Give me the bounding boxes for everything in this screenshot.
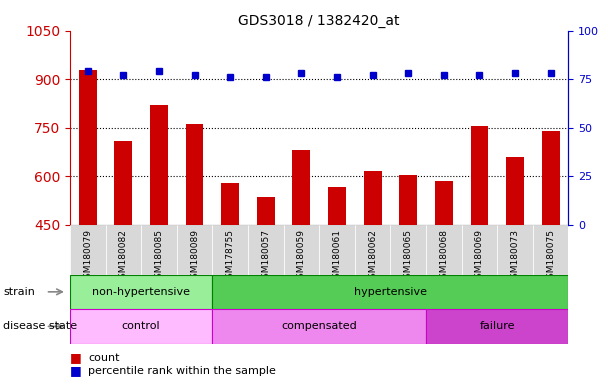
Text: count: count xyxy=(88,353,120,363)
Bar xyxy=(426,225,461,275)
Title: GDS3018 / 1382420_at: GDS3018 / 1382420_at xyxy=(238,14,400,28)
Text: hypertensive: hypertensive xyxy=(354,287,427,297)
Bar xyxy=(355,225,390,275)
Bar xyxy=(426,309,568,344)
Bar xyxy=(221,183,239,225)
Text: GSM180079: GSM180079 xyxy=(83,228,92,284)
Bar xyxy=(212,225,248,275)
Text: strain: strain xyxy=(3,287,35,297)
Bar xyxy=(248,225,283,275)
Bar xyxy=(399,175,417,225)
Bar xyxy=(177,225,212,275)
Bar xyxy=(79,70,97,225)
Text: ■: ■ xyxy=(70,351,81,364)
Bar xyxy=(283,225,319,275)
Bar xyxy=(212,275,568,309)
Bar xyxy=(257,197,275,225)
Bar xyxy=(292,150,310,225)
Text: percentile rank within the sample: percentile rank within the sample xyxy=(88,366,276,376)
Bar xyxy=(106,225,141,275)
Bar xyxy=(185,124,204,225)
Text: compensated: compensated xyxy=(282,321,357,331)
Text: GSM180073: GSM180073 xyxy=(511,228,520,284)
Bar xyxy=(390,225,426,275)
Text: failure: failure xyxy=(480,321,515,331)
Text: GSM180089: GSM180089 xyxy=(190,228,199,284)
Bar xyxy=(435,181,453,225)
Text: ■: ■ xyxy=(70,364,81,377)
Text: non-hypertensive: non-hypertensive xyxy=(92,287,190,297)
Bar xyxy=(471,126,488,225)
Bar xyxy=(319,225,355,275)
Bar xyxy=(497,225,533,275)
Bar xyxy=(70,225,106,275)
Text: GSM180085: GSM180085 xyxy=(154,228,164,284)
Bar xyxy=(533,225,568,275)
Text: GSM178755: GSM178755 xyxy=(226,228,235,284)
Text: control: control xyxy=(122,321,161,331)
Text: GSM180069: GSM180069 xyxy=(475,228,484,284)
Bar xyxy=(542,131,559,225)
Bar xyxy=(212,309,426,344)
Text: GSM180061: GSM180061 xyxy=(333,228,342,284)
Bar xyxy=(506,157,524,225)
Text: GSM180068: GSM180068 xyxy=(440,228,448,284)
Bar xyxy=(141,225,177,275)
Text: GSM180057: GSM180057 xyxy=(261,228,271,284)
Bar xyxy=(364,171,382,225)
Text: GSM180062: GSM180062 xyxy=(368,228,377,283)
Text: GSM180065: GSM180065 xyxy=(404,228,413,284)
Bar xyxy=(70,309,212,344)
Bar xyxy=(461,225,497,275)
Text: GSM180059: GSM180059 xyxy=(297,228,306,284)
Bar xyxy=(70,275,212,309)
Text: disease state: disease state xyxy=(3,321,77,331)
Text: GSM180075: GSM180075 xyxy=(546,228,555,284)
Bar xyxy=(328,187,346,225)
Text: GSM180082: GSM180082 xyxy=(119,228,128,283)
Bar xyxy=(150,105,168,225)
Bar xyxy=(114,141,133,225)
